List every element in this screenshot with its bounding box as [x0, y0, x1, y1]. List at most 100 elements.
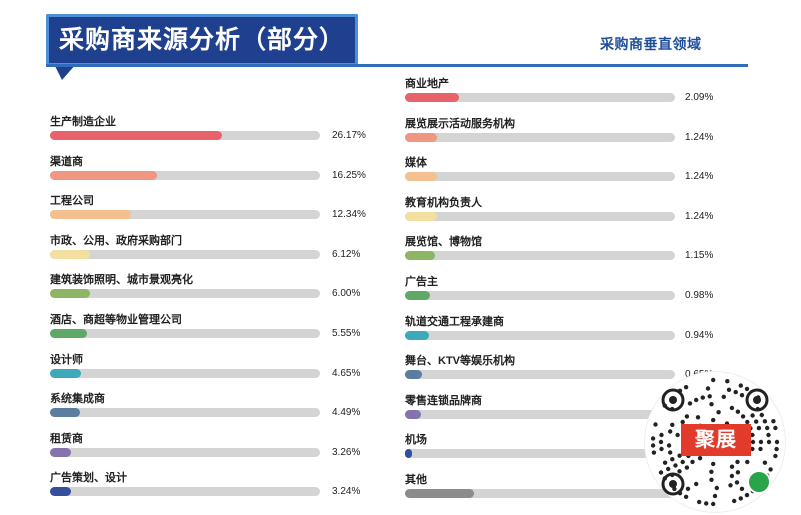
bar — [405, 489, 475, 498]
bar-value-label: 16.25% — [332, 169, 366, 181]
qr-dot — [716, 410, 721, 415]
qr-dot — [762, 419, 768, 424]
bar-row: 系统集成商 4.49% — [50, 390, 392, 424]
qr-dot — [739, 486, 745, 491]
bar-track — [405, 172, 675, 182]
qr-dot — [774, 446, 779, 452]
qr-finder-dot — [753, 396, 761, 404]
bar-row: 展览展示活动服务机构 1.24% — [405, 115, 745, 149]
qr-dot — [758, 446, 763, 452]
bar — [405, 251, 435, 261]
bar-track — [405, 132, 675, 142]
title-underline — [46, 64, 748, 67]
qr-code[interactable]: 聚展 — [645, 372, 785, 512]
bar-row: 租赁商 3.26% — [50, 430, 392, 464]
qr-dot — [668, 429, 673, 434]
qr-dot — [694, 481, 699, 487]
bar-row: 市政、公用、政府采购部门 6.12% — [50, 232, 392, 266]
bar-label: 设计师 — [50, 353, 83, 366]
bar-value-label: 5.55% — [332, 328, 361, 339]
bar — [405, 330, 430, 340]
qr-dot — [756, 425, 762, 431]
bar — [405, 370, 422, 380]
bar-track — [50, 170, 320, 180]
qr-dot — [659, 432, 664, 438]
bar-row: 商业地产 2.09% — [405, 75, 745, 109]
bar-track — [50, 487, 320, 497]
qr-dot — [685, 486, 691, 491]
qr-dot — [658, 470, 664, 475]
qr-dot — [709, 402, 714, 407]
qr-dot — [744, 492, 750, 498]
bar — [50, 210, 132, 220]
qr-dot — [704, 501, 709, 506]
bar-label: 展览展示活动服务机构 — [405, 117, 515, 130]
bar-label: 媒体 — [405, 157, 427, 170]
bar-value-label: 26.17% — [332, 130, 366, 141]
bar-label: 广告策划、设计 — [50, 472, 127, 485]
bar-track — [405, 251, 675, 261]
bar-label: 酒店、商超等物业管理公司 — [50, 314, 182, 326]
bar-track — [50, 289, 320, 299]
qr-dot — [721, 394, 726, 399]
qr-dot — [750, 439, 756, 445]
qr-dot — [768, 467, 773, 472]
bar — [405, 449, 412, 459]
title-banner-background — [46, 14, 358, 66]
bar-row: 工程公司 12.34% — [50, 192, 392, 226]
qr-dot — [735, 470, 741, 475]
bar-label: 展览馆、博物馆 — [405, 236, 482, 249]
qr-dot — [707, 394, 712, 399]
qr-finder-dot — [669, 396, 677, 404]
bar-row: 轨道交通工程承建商 0.94% — [405, 313, 745, 347]
bar — [405, 172, 437, 182]
title-banner-tail — [54, 64, 76, 80]
qr-dot — [725, 379, 730, 384]
bar-row: 教育机构负责人 1.24% — [405, 194, 745, 228]
qr-dot — [712, 493, 718, 499]
bar-track — [405, 409, 675, 419]
qr-dot — [683, 385, 689, 390]
qr-dot — [735, 409, 741, 414]
qr-code-icon — [650, 377, 780, 507]
bar-row: 设计师 4.65% — [50, 351, 392, 385]
bar-value-label: 4.49% — [332, 407, 361, 419]
bar-value-label: 3.26% — [332, 446, 361, 458]
bar-row: 建筑装饰照明、城市景观亮化 6.00% — [50, 271, 392, 305]
qr-dot — [653, 422, 658, 427]
qr-dot — [677, 453, 682, 458]
qr-dot — [739, 393, 745, 398]
qr-dot — [765, 425, 770, 431]
bar-track — [405, 489, 675, 498]
qr-dot — [697, 499, 702, 505]
qr-finder-ring — [661, 388, 685, 412]
qr-dot — [726, 387, 732, 392]
qr-finder-ring — [661, 472, 685, 496]
qr-dot — [735, 459, 740, 465]
bar-label: 工程公司 — [50, 195, 94, 208]
qr-dot — [732, 498, 737, 504]
qr-dot — [738, 496, 743, 501]
qr-dot — [759, 412, 764, 418]
bar-label: 教育机构负责人 — [405, 196, 482, 209]
bar-track — [405, 291, 675, 300]
qr-dot — [728, 483, 733, 488]
bar-label: 广告主 — [405, 276, 438, 288]
qr-dot — [680, 419, 685, 425]
qr-dot — [762, 460, 768, 465]
bar-value-label: 1.24% — [685, 131, 714, 143]
wechat-badge-icon — [747, 470, 771, 494]
qr-dot — [744, 386, 750, 392]
qr-dot — [766, 439, 772, 445]
qr-dot — [677, 469, 682, 474]
bar-label: 市政、公用、政府采购部门 — [50, 234, 182, 247]
qr-dot — [738, 383, 743, 388]
bar-value-label: 0.94% — [685, 329, 714, 341]
bar-track — [405, 449, 675, 459]
bar-row: 广告策划、设计 3.24% — [50, 469, 392, 503]
qr-dot — [709, 469, 714, 474]
qr-dot — [750, 413, 755, 418]
qr-dot — [659, 446, 664, 452]
bar-track — [405, 211, 675, 221]
qr-dot — [705, 386, 711, 391]
